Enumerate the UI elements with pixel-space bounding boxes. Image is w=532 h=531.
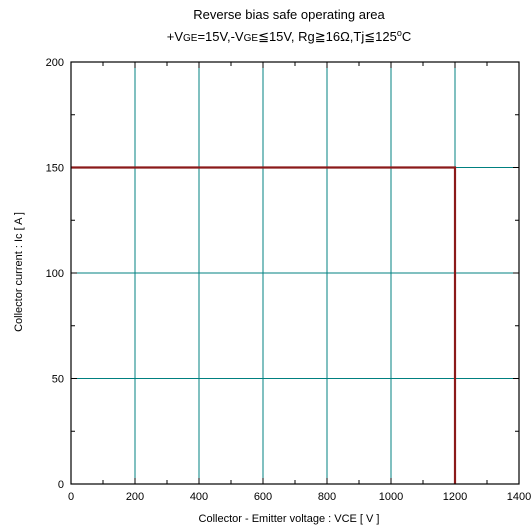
x-tick-label: 800 (318, 491, 336, 503)
subtitle-part: ≧16Ω,Tj (315, 29, 365, 44)
subtitle-part: C (402, 29, 411, 44)
y-tick-labels: 0 50 100 150 200 (46, 57, 64, 491)
chart-title: Reverse bias safe operating area (193, 7, 385, 22)
series-layer (71, 166, 457, 484)
subtitle-part: +V (167, 29, 184, 44)
plot-frame (70, 61, 520, 485)
x-tick-label: 1200 (443, 491, 467, 503)
x-tick-label: 1000 (379, 491, 403, 503)
series-line (71, 166, 457, 484)
subtitle-part: =15V,-V (197, 29, 243, 44)
subtitle-part-small: GE (244, 33, 259, 44)
subtitle-part: ≦15V, Rg (258, 29, 315, 44)
x-tick-label: 0 (68, 491, 74, 503)
x-tick-label: 1400 (507, 491, 531, 503)
subtitle-part-small: GE (183, 33, 198, 44)
x-axis-label: Collector - Emitter voltage : VCE [ V ] (199, 513, 380, 525)
x-tick-label: 400 (190, 491, 208, 503)
y-tick-label: 0 (58, 479, 64, 491)
y-axis-label: Collector current : Ic [ A ] (13, 212, 25, 332)
subtitle-superscript: o (397, 28, 402, 38)
y-tick-label: 100 (46, 268, 64, 280)
y-tick-label: 50 (52, 374, 64, 386)
chart-subtitle: +VGE=15V,-VGE≦15V, Rg≧16Ω,Tj≦125oC (167, 28, 412, 44)
subtitle-part: ≦125 (364, 29, 397, 44)
x-tick-labels: 0 200 400 600 800 1000 1200 1400 (68, 491, 531, 503)
y-tick-label: 150 (46, 163, 64, 175)
grid (71, 62, 519, 484)
x-tick-label: 600 (254, 491, 272, 503)
y-tick-label: 200 (46, 57, 64, 69)
x-tick-label: 200 (126, 491, 144, 503)
